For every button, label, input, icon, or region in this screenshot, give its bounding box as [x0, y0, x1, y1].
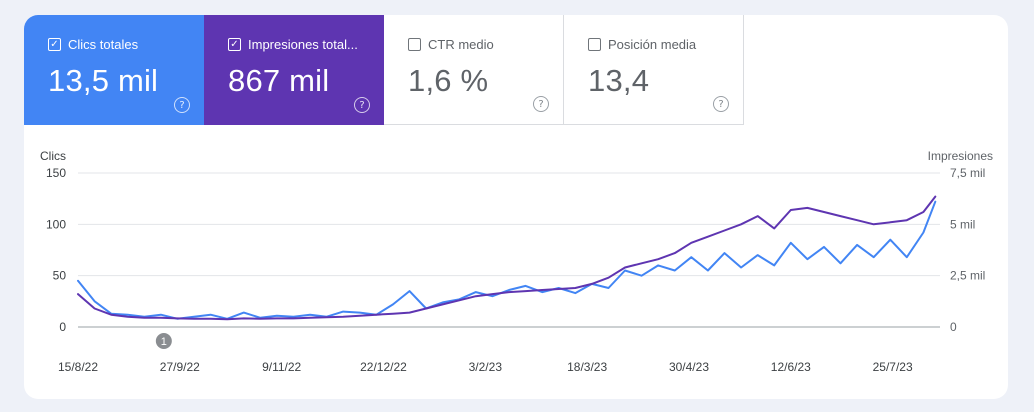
- right-tick-label: 7,5 mil: [950, 166, 985, 180]
- metric-clicks-tab[interactable]: ✓ Clics totales 13,5 mil ?: [24, 15, 204, 125]
- right-tick-label: 0: [950, 320, 957, 334]
- metric-impressions-label: Impresiones total...: [248, 37, 358, 52]
- right-tick-label: 2,5 mil: [950, 269, 985, 283]
- left-tick-label: 150: [46, 166, 66, 180]
- help-icon[interactable]: ?: [174, 97, 190, 113]
- metric-position-value: 13,4: [588, 63, 650, 98]
- left-tick-label: 50: [53, 269, 67, 283]
- metric-tabs: ✓ Clics totales 13,5 mil ? ✓ Impresiones…: [24, 15, 744, 125]
- metric-position-tab[interactable]: Posición media 13,4 ?: [564, 15, 744, 125]
- x-tick-label: 27/9/22: [160, 360, 200, 374]
- x-tick-label: 12/6/23: [771, 360, 811, 374]
- checkbox-unchecked-icon[interactable]: [408, 38, 421, 51]
- metric-impressions-tab[interactable]: ✓ Impresiones total... 867 mil ?: [204, 15, 384, 125]
- metric-ctr-label: CTR medio: [428, 37, 494, 52]
- help-icon[interactable]: ?: [354, 97, 370, 113]
- left-axis-title: Clics: [40, 149, 66, 163]
- help-icon[interactable]: ?: [713, 96, 729, 112]
- left-tick-label: 100: [46, 217, 66, 231]
- impressions-series-line: [77, 195, 937, 321]
- clicks-series-line: [77, 200, 937, 320]
- checkbox-unchecked-icon[interactable]: [588, 38, 601, 51]
- metric-ctr-value: 1,6 %: [408, 63, 489, 98]
- right-axis-title: Impresiones: [928, 149, 993, 163]
- metric-clicks-label: Clics totales: [68, 37, 139, 52]
- performance-card: ✓ Clics totales 13,5 mil ? ✓ Impresiones…: [24, 15, 1008, 399]
- annotation-marker: [155, 333, 172, 349]
- left-tick-label: 0: [59, 320, 66, 334]
- annotation-label: 1: [161, 336, 167, 348]
- metric-position-label: Posición media: [608, 37, 697, 52]
- x-tick-label: 30/4/23: [669, 360, 709, 374]
- checkbox-checked-icon[interactable]: ✓: [228, 38, 241, 51]
- help-icon[interactable]: ?: [533, 96, 549, 112]
- metric-impressions-value: 867 mil: [228, 63, 330, 98]
- metric-ctr-tab[interactable]: CTR medio 1,6 % ?: [384, 15, 564, 125]
- x-tick-label: 15/8/22: [58, 360, 98, 374]
- metric-clicks-value: 13,5 mil: [48, 63, 159, 98]
- x-tick-label: 22/12/22: [360, 360, 407, 374]
- checkbox-checked-icon[interactable]: ✓: [48, 38, 61, 51]
- x-tick-label: 9/11/22: [262, 360, 301, 374]
- right-tick-label: 5 mil: [950, 217, 975, 231]
- x-tick-label: 18/3/23: [567, 360, 607, 374]
- x-tick-label: 3/2/23: [469, 360, 503, 374]
- x-tick-label: 25/7/23: [873, 360, 913, 374]
